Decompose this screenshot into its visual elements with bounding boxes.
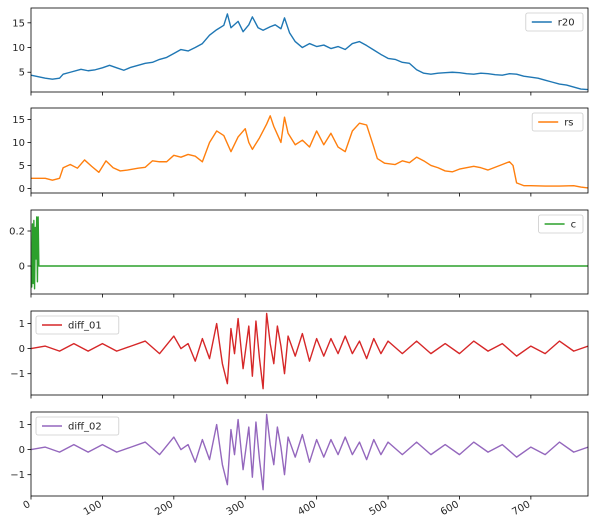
y-tick-label: 10 [12, 138, 25, 149]
legend-label-r20: r20 [558, 18, 575, 29]
y-tick-label: 0 [19, 445, 25, 456]
axes-frame [30, 7, 589, 93]
legend: r20 [525, 12, 584, 32]
legend-box [525, 12, 584, 32]
legend-label-diff-02: diff_02 [68, 422, 102, 433]
y-tick-label: −1 [10, 369, 25, 380]
y-tick-label: 5 [19, 161, 25, 172]
x-tick-label: 500 [368, 499, 390, 518]
panel-rs: 0 5 10 15 rs [12, 107, 589, 197]
series-line-diff-02 [31, 413, 588, 491]
x-tick-label: 0 [21, 499, 32, 512]
y-tick-label: 1 [19, 420, 25, 431]
x-tick-label: 100 [82, 499, 104, 518]
x-tick-label: 700 [510, 499, 532, 518]
x-tick-label: 400 [296, 499, 318, 518]
x-tick-label: 600 [439, 499, 461, 518]
series-line-diff-01 [31, 312, 588, 390]
panel-diff-01: −1 0 1 diff_01 [10, 310, 589, 399]
legend: diff_01 [35, 315, 120, 335]
legend-box [35, 416, 120, 436]
y-tick-label: −1 [10, 470, 25, 481]
y-tick-label: 15 [12, 18, 25, 29]
legend-label-c: c [571, 220, 577, 231]
y-tick-label: 0 [19, 344, 25, 355]
panel-c: 0 0.2 c [9, 209, 589, 298]
legend-label-rs: rs [564, 118, 573, 129]
y-tick-label: 5 [19, 68, 25, 79]
legend: c [538, 214, 584, 234]
series-line-rs [31, 115, 588, 189]
x-tick-label: 300 [225, 499, 247, 518]
legend: diff_02 [35, 416, 120, 436]
series-line-r20 [31, 13, 588, 91]
y-tick-label: 0 [19, 262, 25, 273]
panel-r20: 5 10 15 r20 [12, 7, 589, 96]
y-tick-label: 10 [12, 43, 25, 54]
axes-frame [30, 107, 589, 194]
axes-frame [30, 310, 589, 396]
legend-label-diff-01: diff_01 [68, 321, 102, 332]
legend: rs [531, 112, 584, 132]
axes-frame [30, 411, 589, 497]
y-tick-label: 15 [12, 115, 25, 126]
series-line-c [31, 216, 588, 290]
axes-frame [30, 209, 589, 295]
legend-box [35, 315, 120, 335]
y-tick-label: 1 [19, 319, 25, 330]
y-tick-label: 0 [19, 184, 25, 195]
x-tick-label: 200 [153, 499, 175, 518]
y-tick-label: 0.2 [9, 227, 25, 238]
panel-diff-02: −1 0 1 0 100 200 300 400 500 600 700 diff_02 [10, 411, 589, 518]
